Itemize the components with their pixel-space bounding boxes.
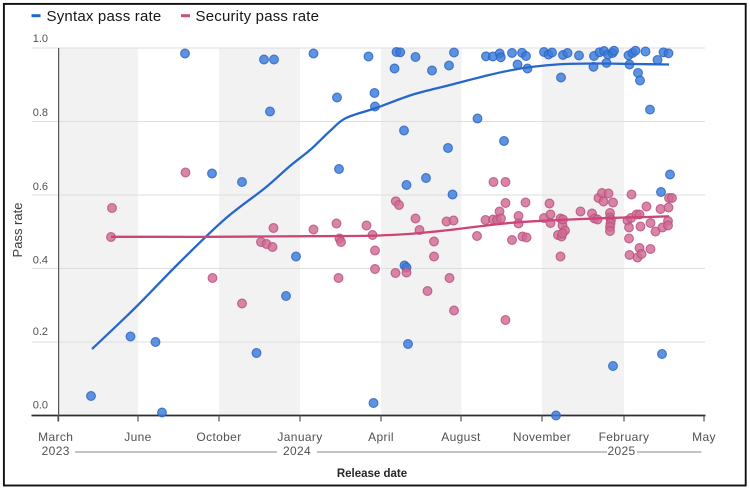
svg-text:August: August bbox=[441, 430, 481, 444]
svg-text:March: March bbox=[38, 430, 73, 444]
svg-text:October: October bbox=[196, 430, 241, 444]
svg-text:1.0: 1.0 bbox=[33, 33, 48, 45]
svg-text:January: January bbox=[277, 430, 322, 444]
svg-text:0.6: 0.6 bbox=[33, 181, 48, 193]
svg-text:February: February bbox=[599, 430, 650, 444]
svg-text:Pass rate: Pass rate bbox=[10, 203, 25, 258]
svg-text:0.4: 0.4 bbox=[33, 255, 48, 267]
svg-text:Security pass rate: Security pass rate bbox=[196, 8, 320, 25]
svg-text:November: November bbox=[513, 430, 571, 444]
svg-text:June: June bbox=[124, 430, 151, 444]
svg-text:April: April bbox=[368, 430, 394, 444]
svg-text:2023: 2023 bbox=[42, 444, 70, 458]
svg-text:May: May bbox=[692, 430, 716, 444]
svg-text:0.8: 0.8 bbox=[33, 107, 48, 119]
svg-text:2025: 2025 bbox=[607, 444, 635, 458]
svg-text:0.0: 0.0 bbox=[33, 400, 48, 412]
svg-text:2024: 2024 bbox=[283, 444, 311, 458]
svg-text:Release date: Release date bbox=[337, 468, 407, 480]
svg-text:0.2: 0.2 bbox=[33, 326, 48, 338]
svg-text:Syntax pass rate: Syntax pass rate bbox=[47, 8, 162, 25]
